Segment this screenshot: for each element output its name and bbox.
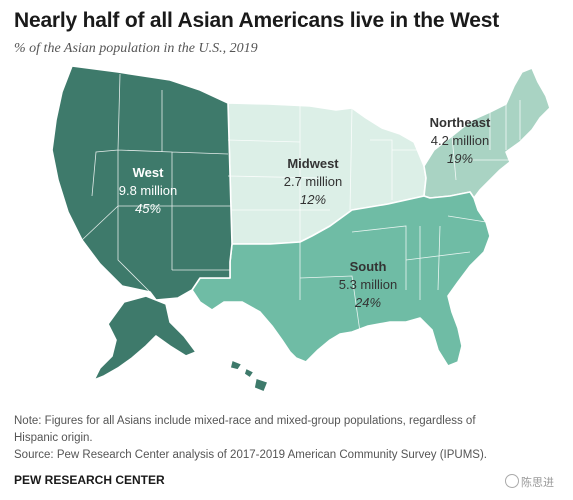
- region-label-midwest: Midwest 2.7 million 12%: [258, 155, 368, 209]
- watermark-text: 陈思进: [521, 476, 554, 489]
- footnote: Note: Figures for all Asians include mix…: [14, 413, 562, 464]
- region-west-alaska: [93, 295, 197, 381]
- region-label-west: West 9.8 million 45%: [98, 164, 198, 218]
- region-name: West: [132, 165, 164, 180]
- chart-title: Nearly half of all Asian Americans live …: [14, 9, 500, 32]
- region-value: 5.3 million: [338, 277, 398, 292]
- region-percent: 12%: [299, 192, 327, 207]
- source-line: Source: Pew Research Center analysis of …: [14, 449, 487, 461]
- note-line-1: Note: Figures for all Asians include mix…: [14, 415, 476, 427]
- region-name: South: [349, 259, 387, 274]
- region-value: 4.2 million: [430, 133, 490, 148]
- region-percent: 19%: [446, 151, 474, 166]
- region-name: Northeast: [429, 115, 491, 130]
- region-west-hawaii: [229, 359, 269, 393]
- region-value: 9.8 million: [118, 183, 178, 198]
- watermark: 陈思进: [505, 474, 554, 490]
- watermark-icon: [505, 474, 519, 488]
- chart-subtitle: % of the Asian population in the U.S., 2…: [14, 41, 258, 56]
- region-value: 2.7 million: [283, 174, 343, 189]
- region-percent: 24%: [354, 295, 382, 310]
- region-name: Midwest: [287, 156, 339, 171]
- region-label-south: South 5.3 million 24%: [318, 258, 418, 312]
- brand-logo-text: PEW RESEARCH CENTER: [14, 473, 165, 487]
- region-west: [51, 65, 233, 301]
- region-percent: 45%: [134, 201, 162, 216]
- note-line-2: Hispanic origin.: [14, 432, 93, 444]
- region-south: [191, 191, 491, 367]
- region-label-northeast: Northeast 4.2 million 19%: [410, 114, 510, 168]
